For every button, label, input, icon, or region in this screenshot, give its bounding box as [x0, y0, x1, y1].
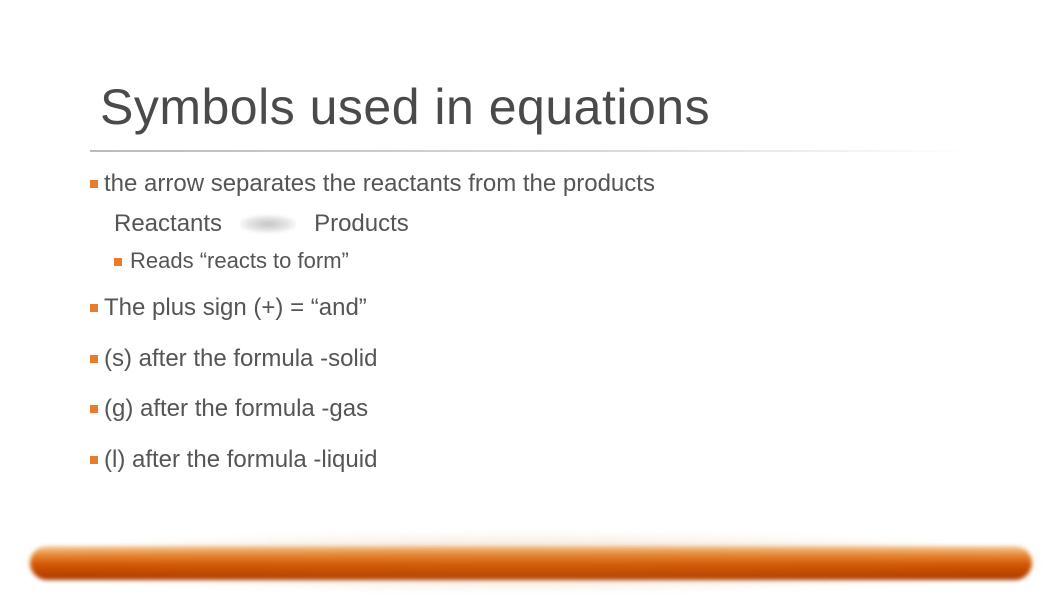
- reaction-line: Reactants Products: [114, 210, 970, 238]
- square-bullet-icon: [90, 304, 98, 312]
- bullet-item: (g) after the formula -gas: [90, 393, 970, 425]
- bullet-text: The plus sign (+) = “and”: [104, 292, 367, 324]
- bullet-item: the arrow separates the reactants from t…: [90, 168, 970, 200]
- bullet-text: (l) after the formula -liquid: [104, 444, 377, 476]
- sub-block: Reactants Products Reads “reacts to form…: [114, 210, 970, 274]
- square-bullet-icon: [90, 456, 98, 464]
- bullet-item: The plus sign (+) = “and”: [90, 292, 970, 324]
- bullet-item: (s) after the formula -solid: [90, 343, 970, 375]
- reactants-label: Reactants: [114, 210, 222, 238]
- sub-bullet-text: Reads “reacts to form”: [130, 248, 349, 274]
- decorative-bottom-bar: [30, 546, 1032, 580]
- square-bullet-icon: [90, 355, 98, 363]
- bullet-text: (s) after the formula -solid: [104, 343, 377, 375]
- bullet-text: (g) after the formula -gas: [104, 393, 368, 425]
- sub-bullet-item: Reads “reacts to form”: [114, 248, 970, 274]
- arrow-icon: [240, 215, 296, 233]
- square-bullet-icon: [90, 180, 98, 188]
- bullet-text: the arrow separates the reactants from t…: [104, 168, 655, 200]
- square-bullet-icon: [90, 405, 98, 413]
- slide-body: the arrow separates the reactants from t…: [90, 168, 970, 476]
- slide: Symbols used in equations the arrow sepa…: [0, 0, 1062, 598]
- title-underline: [90, 150, 970, 152]
- bullet-item: (l) after the formula -liquid: [90, 444, 970, 476]
- square-bullet-icon: [114, 258, 122, 266]
- slide-title: Symbols used in equations: [100, 78, 710, 136]
- products-label: Products: [314, 210, 409, 238]
